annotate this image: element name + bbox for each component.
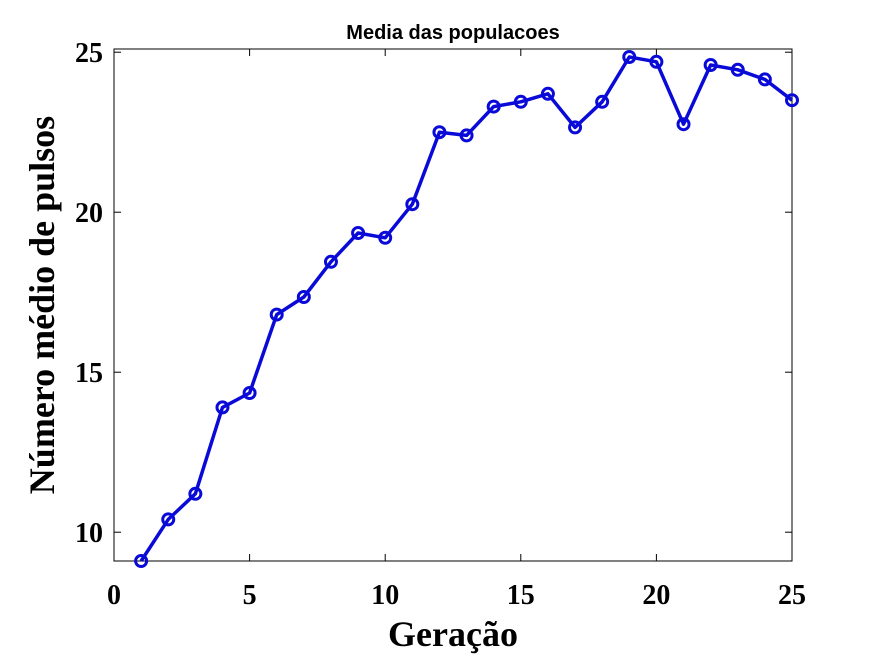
data-point-marker	[269, 307, 284, 322]
data-point-marker	[296, 290, 311, 304]
x-tick-label: 20	[642, 580, 670, 611]
data-point-marker	[378, 230, 393, 245]
data-point-marker	[676, 117, 691, 132]
data-point-marker	[622, 50, 637, 64]
data-point-marker	[134, 554, 149, 568]
data-point-marker	[568, 120, 583, 135]
data-point-marker	[405, 197, 420, 212]
data-point-marker	[540, 86, 555, 101]
data-point-marker	[323, 254, 338, 269]
plot-area-frame	[113, 48, 793, 562]
data-point-marker	[486, 99, 501, 114]
y-tick-label: 10	[75, 518, 103, 549]
y-tick-label: 20	[75, 198, 103, 229]
x-tick-label: 0	[107, 580, 121, 611]
data-point-marker	[432, 125, 447, 140]
x-tick-label: 25	[778, 580, 806, 611]
data-point-marker	[351, 226, 366, 240]
y-tick-label: 25	[75, 38, 103, 69]
data-point-marker	[649, 54, 664, 69]
x-tick-label: 5	[243, 580, 257, 611]
x-axis-label: Geração	[388, 614, 518, 654]
x-tick-label: 10	[371, 580, 399, 611]
series-layer	[134, 50, 799, 568]
axis-ticks: 0 5 10 15 20 25 10 15 20 25	[75, 38, 806, 611]
data-point-marker	[242, 386, 257, 400]
data-point-marker	[703, 58, 718, 72]
y-tick-label: 15	[75, 358, 103, 389]
data-point-marker	[459, 128, 474, 143]
x-tick-label: 15	[507, 580, 535, 611]
data-point-marker	[161, 512, 176, 527]
data-point-marker	[215, 400, 230, 415]
y-axis-label: Número médio de pulsos	[22, 116, 62, 494]
data-point-marker	[757, 72, 772, 87]
series-line	[139, 55, 794, 562]
data-point-marker	[595, 94, 610, 109]
data-point-marker	[188, 486, 203, 501]
data-point-marker	[730, 62, 745, 77]
chart-title: Media das populacoes	[346, 22, 559, 44]
data-point-marker	[785, 93, 799, 108]
data-point-marker	[513, 94, 528, 109]
